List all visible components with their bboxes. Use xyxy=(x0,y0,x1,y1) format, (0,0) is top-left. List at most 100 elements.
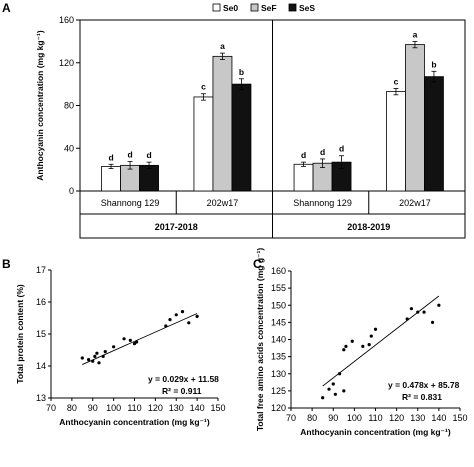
data-point xyxy=(128,338,132,342)
bar xyxy=(424,76,444,192)
panel-a-y-tick-label: 80 xyxy=(64,101,74,111)
trend-line xyxy=(82,313,198,365)
data-point xyxy=(95,351,99,355)
r-squared-label: R² = 0.911 xyxy=(162,386,202,396)
panel-b-letter: B xyxy=(2,257,11,271)
panel-c-scatter: C 70 80 90 100 110 120 130 140 150 120 125 130 135 140… xyxy=(253,248,468,437)
x-tick-label: 150 xyxy=(210,403,225,413)
bar xyxy=(139,164,159,192)
data-point xyxy=(342,348,346,352)
y-tick-label: 140 xyxy=(271,335,286,345)
y-tick-label: 125 xyxy=(271,386,286,396)
y-tick-label: 14 xyxy=(36,361,46,371)
significance-letter: b xyxy=(431,59,436,69)
x-tick-label: 120 xyxy=(389,413,404,423)
y-tick-label: 13 xyxy=(36,393,46,403)
group-label: 202w17 xyxy=(207,198,239,208)
data-point xyxy=(101,354,105,358)
data-point xyxy=(103,350,107,354)
data-point xyxy=(331,382,335,386)
panel-a-letter: A xyxy=(2,1,11,15)
data-point xyxy=(97,361,101,365)
x-tick-label: 130 xyxy=(410,413,425,423)
data-point xyxy=(187,321,191,325)
data-point xyxy=(350,339,354,343)
data-point xyxy=(91,359,95,363)
significance-letter: d xyxy=(108,152,113,162)
data-point xyxy=(405,317,409,321)
x-tick-label: 120 xyxy=(148,403,163,413)
data-point xyxy=(321,396,325,400)
data-point xyxy=(195,314,199,318)
y-tick-label: 15 xyxy=(36,329,46,339)
significance-letter: c xyxy=(201,82,206,92)
data-point xyxy=(168,318,172,322)
data-point xyxy=(327,387,331,391)
bar xyxy=(405,44,425,192)
panel-a-y-tick-label: 120 xyxy=(59,58,74,68)
x-tick-label: 140 xyxy=(431,413,446,423)
legend-swatch-se0 xyxy=(212,3,221,12)
year-label: 2018-2019 xyxy=(347,222,390,232)
legend-label-se0: Se0 xyxy=(223,3,238,13)
group-label: Shannong 129 xyxy=(293,198,352,208)
significance-letter: d xyxy=(146,150,151,160)
panel-a-y-tick-label: 160 xyxy=(59,15,74,25)
data-point xyxy=(337,372,342,376)
bar xyxy=(101,166,121,192)
y-tick-label: 130 xyxy=(271,369,286,379)
data-point xyxy=(344,344,348,348)
significance-letter: a xyxy=(413,29,418,39)
legend-swatch-sef xyxy=(250,3,259,12)
data-point xyxy=(164,324,168,328)
data-point xyxy=(134,340,139,344)
panel-b-scatter: B 70 80 90 100 110 120 130 140 150 13 14 15 16 17 Antho… xyxy=(2,257,226,427)
x-axis-title: Anthocyanin concentration (mg kg⁻¹) xyxy=(59,417,210,427)
group-label: 202w17 xyxy=(399,198,431,208)
y-axis-title: Total protein content (%) xyxy=(15,284,25,384)
y-axis-title: Total free amino acids concentration (mg… xyxy=(255,248,265,431)
y-tick-label: 16 xyxy=(36,297,46,307)
bar xyxy=(386,91,406,192)
data-point xyxy=(416,310,420,314)
y-tick-label: 135 xyxy=(271,352,286,362)
data-point xyxy=(86,358,91,362)
data-point xyxy=(430,320,435,324)
panel-a-bar-chart: A 0 40 80 120 160 Anthocyanin concentration (m… xyxy=(2,1,466,239)
data-point xyxy=(174,313,178,317)
data-point xyxy=(180,310,185,314)
y-tick-label: 160 xyxy=(271,266,286,276)
r-squared-label: R² = 0.831 xyxy=(402,392,442,402)
x-tick-label: 110 xyxy=(127,403,141,413)
panel-a-y-tick-label: 40 xyxy=(64,143,74,153)
data-point xyxy=(437,303,441,307)
x-tick-label: 150 xyxy=(452,413,467,423)
panel-a-y-axis-title: Anthocyanin concentration (mg kg⁻¹) xyxy=(35,30,45,181)
x-tick-label: 80 xyxy=(67,403,77,413)
data-point xyxy=(122,337,126,341)
data-point xyxy=(369,334,373,338)
y-tick-label: 145 xyxy=(271,317,286,327)
trend-line xyxy=(322,295,440,387)
significance-letter: d xyxy=(339,144,344,154)
regression-equation: y = 0.029x + 11.58 xyxy=(148,374,219,384)
data-point xyxy=(333,392,337,396)
x-tick-label: 130 xyxy=(169,403,184,413)
year-label: 2017-2018 xyxy=(155,222,198,232)
x-axis-title: Anthocyanin concentration (mg kg⁻¹) xyxy=(300,427,451,437)
x-tick-label: 100 xyxy=(347,413,362,423)
x-tick-label: 90 xyxy=(88,403,98,413)
data-point xyxy=(80,356,84,360)
bar xyxy=(231,83,252,192)
y-tick-label: 155 xyxy=(271,283,286,293)
data-point xyxy=(422,310,426,314)
x-tick-label: 70 xyxy=(286,413,296,423)
significance-letter: b xyxy=(239,67,244,77)
panel-a-y-tick-label: 0 xyxy=(69,186,74,196)
legend-label-sef: SeF xyxy=(261,3,277,13)
x-tick-label: 80 xyxy=(307,413,317,423)
significance-letter: d xyxy=(127,150,132,160)
legend-swatch-ses xyxy=(288,3,297,12)
significance-letter: c xyxy=(394,76,399,86)
data-point xyxy=(409,307,414,311)
